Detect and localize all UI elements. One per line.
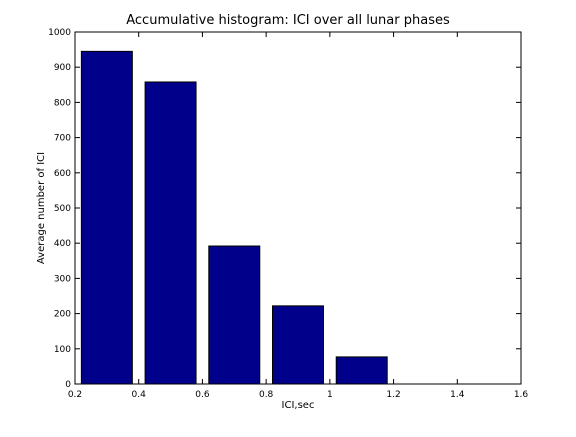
x-tick-label-1: 0.4: [132, 390, 147, 400]
ticks-layer: 0.2 0.4 0.6 0.8 1 1.2 1.4 1.6 0 100 200 300 400 500 60…: [48, 28, 528, 400]
x-tick-label-6: 1.4: [450, 390, 465, 400]
y-tick-label-7: 700: [54, 134, 71, 144]
y-tick-label-3: 300: [54, 274, 71, 284]
y-axis-label: Average number of ICI: [36, 152, 47, 264]
histogram-bar-1: [80, 50, 133, 385]
y-tick-label-10: 1000: [48, 28, 71, 38]
histogram-bar-3: [208, 245, 261, 385]
x-axis-label: ICI,sec: [282, 400, 315, 411]
y-tick-label-5: 500: [54, 204, 71, 214]
y-tick-label-9: 900: [54, 63, 71, 73]
y-tick-label-0: 0: [65, 380, 71, 390]
x-tick-label-5: 1.2: [386, 390, 400, 400]
histogram-bar-4: [272, 305, 324, 385]
x-tick-label-4: 1: [327, 390, 333, 400]
y-tick-label-1: 100: [54, 345, 71, 355]
bars-layer: [80, 50, 388, 385]
chart-title: Accumulative histogram: ICI over all lun…: [126, 13, 450, 28]
y-tick-label-8: 800: [54, 98, 71, 108]
x-tick-label-3: 0.8: [259, 390, 274, 400]
y-tick-label-2: 200: [54, 310, 71, 320]
plot-frame: [74, 31, 522, 385]
x-tick-label-2: 0.6: [195, 390, 210, 400]
y-tick-label-4: 400: [54, 239, 71, 249]
y-tick-label-6: 600: [54, 169, 71, 179]
x-tick-label-0: 0.2: [68, 390, 82, 400]
histogram-bar-2: [144, 81, 197, 385]
x-tick-label-7: 1.6: [514, 390, 529, 400]
histogram-bar-5: [335, 356, 388, 385]
